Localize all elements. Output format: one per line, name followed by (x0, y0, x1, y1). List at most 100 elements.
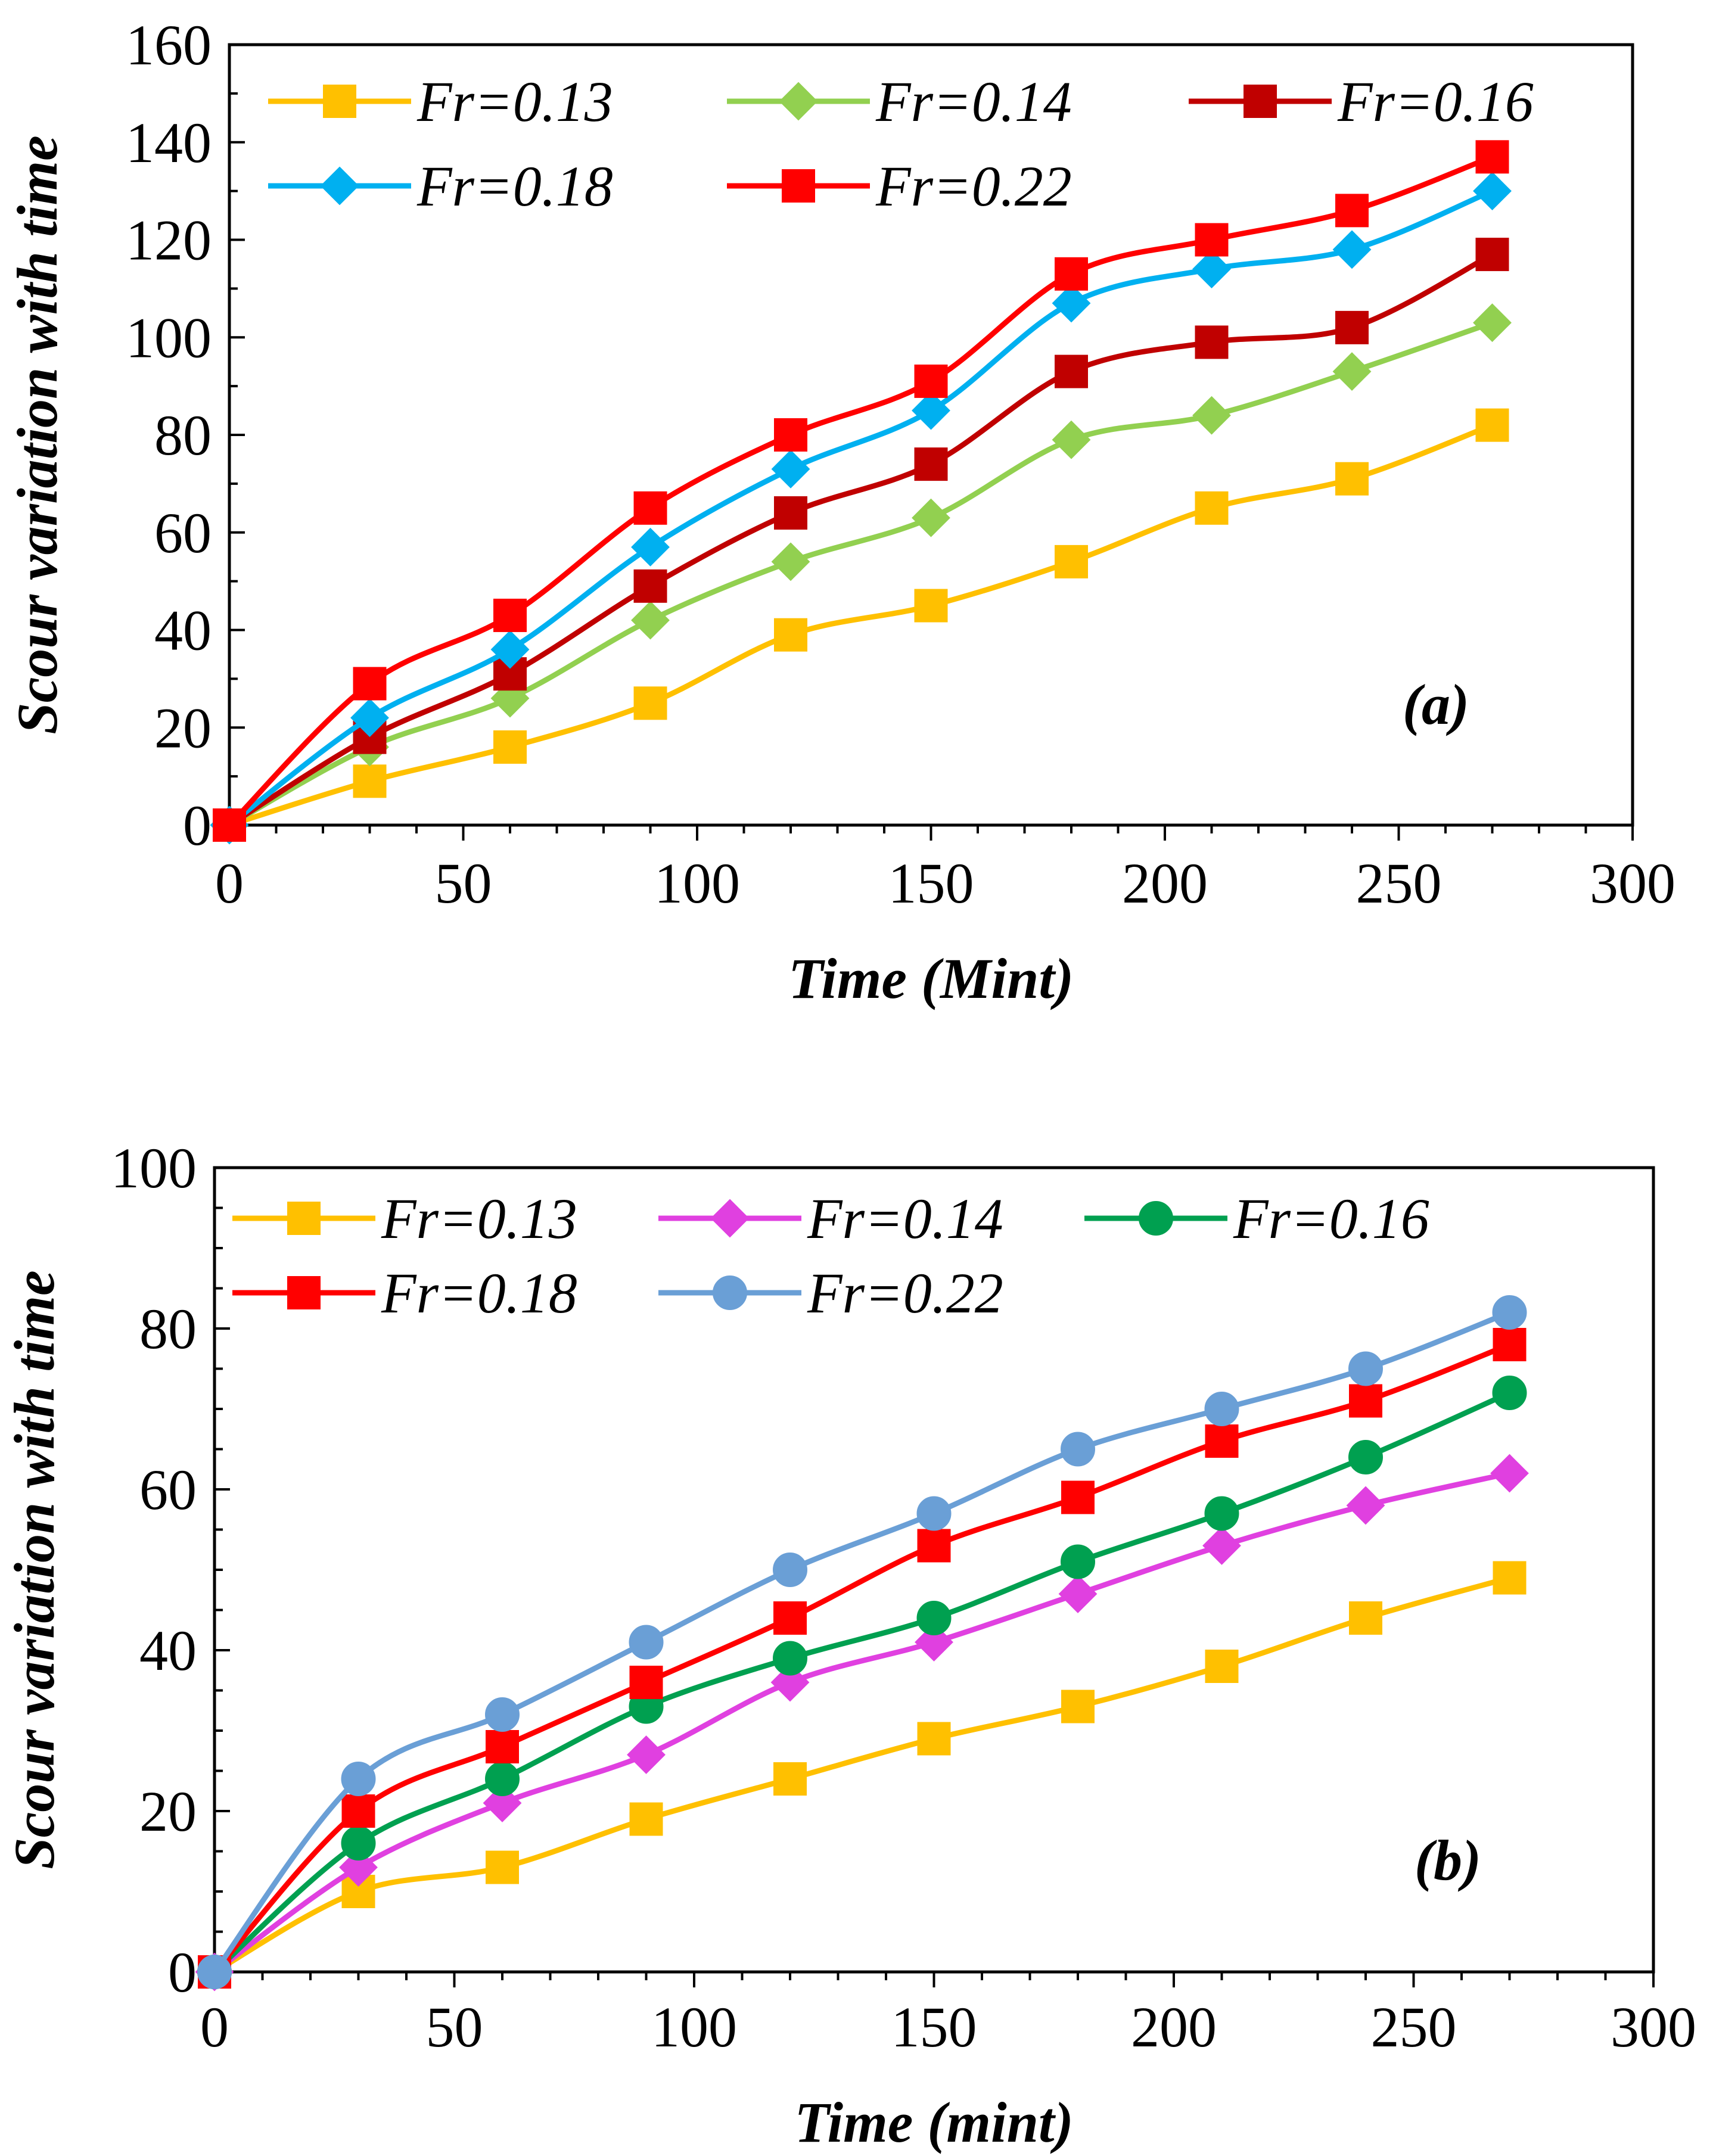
legend-entry: Fr=0.13 (268, 70, 613, 133)
legend-entry: Fr=0.18 (268, 154, 613, 218)
data-point (914, 447, 948, 481)
data-point (917, 1722, 951, 1756)
y-tick-label: 140 (126, 111, 212, 175)
x-tick-label: 100 (654, 851, 740, 915)
data-point (916, 1601, 952, 1635)
legend-entry: Fr=0.22 (658, 1261, 1003, 1325)
x-tick-label: 250 (1356, 851, 1442, 915)
data-point (1192, 250, 1231, 289)
data-point (1473, 172, 1512, 211)
data-point (627, 1735, 666, 1774)
x-tick-label: 300 (1590, 851, 1675, 915)
data-point (917, 1529, 951, 1563)
series-line (228, 188, 1494, 827)
legend-marker (710, 1199, 750, 1238)
legend-label: Fr=0.22 (807, 1261, 1003, 1325)
data-point (1349, 1384, 1382, 1418)
data-point (1192, 396, 1231, 435)
y-tick-label: 40 (154, 599, 212, 662)
data-point (773, 1601, 807, 1635)
data-point (1348, 1351, 1383, 1386)
data-point (1061, 1432, 1095, 1467)
legend-marker (1244, 85, 1277, 118)
y-tick-label: 0 (168, 1940, 197, 2004)
series-line (228, 252, 1494, 827)
data-point (1055, 545, 1088, 578)
data-point (213, 808, 246, 842)
legend-entry: Fr=0.16 (1084, 1187, 1429, 1250)
x-tick-label: 150 (891, 1995, 977, 2059)
data-point (353, 667, 387, 701)
x-tick-label: 50 (426, 1995, 483, 2059)
data-point (915, 1623, 953, 1662)
panel-label: (b) (1415, 1828, 1481, 1892)
y-axis-title: Scour variation with time (2, 1270, 66, 1869)
data-point (1205, 1650, 1239, 1683)
x-tick-label: 200 (1131, 1995, 1217, 2059)
y-tick-label: 80 (154, 403, 212, 467)
legend-entry: Fr=0.22 (727, 154, 1072, 218)
data-point (773, 1553, 807, 1587)
legend-marker (1139, 1201, 1173, 1236)
legend-entry: Fr=0.14 (658, 1187, 1003, 1250)
y-tick-label: 60 (139, 1458, 197, 1522)
series-line (213, 1470, 1510, 1974)
series-Fr-0-14 (210, 303, 1512, 845)
data-point (629, 1625, 664, 1660)
legend-label: Fr=0.18 (381, 1261, 577, 1325)
data-point (771, 542, 810, 581)
data-point (341, 1826, 376, 1861)
legend-label: Fr=0.16 (1233, 1187, 1429, 1250)
data-point (493, 730, 527, 764)
series-Fr-0-22 (213, 140, 1509, 842)
legend: Fr=0.13 Fr=0.14 Fr=0.16 Fr=0.18 Fr=0.22 (232, 1187, 1429, 1325)
data-point (914, 364, 948, 398)
x-tick-label: 200 (1122, 851, 1208, 915)
series-line (212, 1342, 1511, 1974)
data-point (1349, 1601, 1382, 1635)
legend-label: Fr=0.18 (416, 154, 613, 218)
legend-entry: Fr=0.13 (232, 1187, 577, 1250)
data-point (1332, 352, 1372, 391)
legend-marker (713, 1275, 747, 1310)
data-point (1492, 1295, 1527, 1330)
data-point (912, 391, 950, 430)
data-point (1475, 140, 1509, 174)
data-point (1204, 1496, 1239, 1531)
y-tick-label: 60 (154, 501, 212, 565)
legend-label: Fr=0.22 (875, 154, 1072, 218)
chart-panel-b: 0 50 100 150 200 250 300 0 20 40 60 80 100 Time (mint… (2, 1136, 1696, 2154)
y-axis-title: Scour variation with time (5, 135, 69, 735)
series-Fr-0-13 (213, 408, 1509, 842)
series-line (228, 422, 1494, 828)
data-point (1475, 238, 1509, 272)
y-tick-label: 100 (126, 306, 212, 369)
series-Fr-0-18 (210, 172, 1512, 845)
legend: Fr=0.13 Fr=0.14 Fr=0.16 Fr=0.18 Fr=0.22 (268, 70, 1534, 218)
x-tick-label: 0 (215, 851, 244, 915)
data-point (1202, 1526, 1241, 1565)
legend-label: Fr=0.14 (875, 70, 1072, 133)
data-point (1052, 420, 1091, 459)
data-point (912, 498, 950, 537)
y-tick-label: 20 (154, 696, 212, 760)
y-tick-label: 160 (126, 13, 212, 77)
legend-marker (287, 1202, 321, 1235)
panel-label: (a) (1403, 673, 1469, 736)
y-tick-label: 100 (111, 1136, 197, 1200)
series-Fr-0-16 (197, 1376, 1527, 1989)
data-point (486, 1850, 519, 1884)
data-point (341, 1762, 376, 1796)
data-point (1195, 491, 1229, 525)
data-point (485, 1697, 520, 1732)
data-point (633, 569, 667, 603)
data-point (1335, 194, 1369, 228)
y-tick-label: 40 (139, 1619, 197, 1682)
legend-label: Fr=0.13 (416, 70, 613, 133)
legend-entry: Fr=0.14 (727, 70, 1072, 133)
data-point (629, 1666, 663, 1699)
x-tick-label: 50 (435, 851, 492, 915)
legend-label: Fr=0.13 (381, 1187, 577, 1250)
data-point (197, 1955, 232, 1989)
data-point (341, 1794, 375, 1828)
